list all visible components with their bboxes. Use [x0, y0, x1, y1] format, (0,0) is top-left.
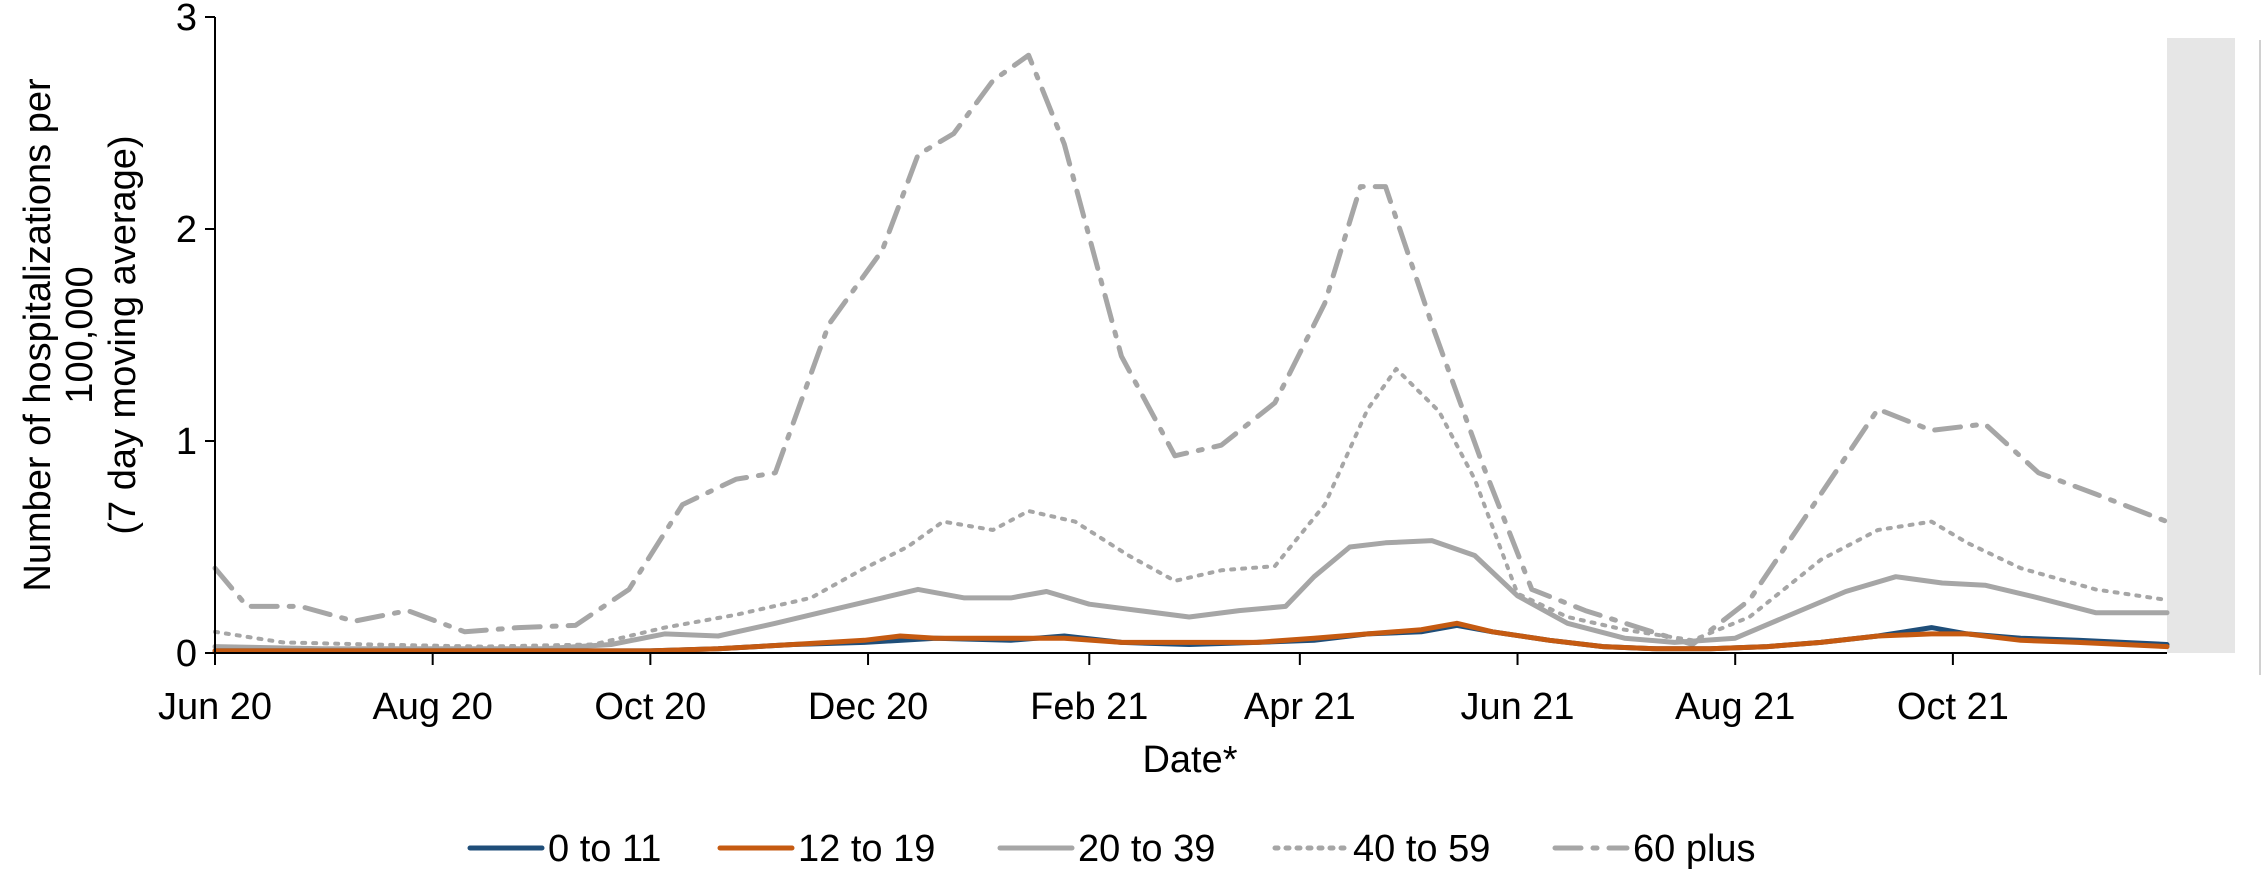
- legend-label-20-to-39: 20 to 39: [1078, 828, 1215, 870]
- y-axis-title-line-2: 100,000: [59, 266, 101, 403]
- x-tick-label: Feb 21: [1030, 686, 1148, 728]
- x-tick-label: Aug 21: [1675, 686, 1795, 728]
- shaded-recent-period: [2167, 38, 2235, 653]
- x-ticks: Jun 20 Aug 20 Oct 20 Dec 20 Feb 21 Apr 21 Jun …: [158, 653, 2009, 728]
- y-axis-title-line-1: Number of hospitalizations per: [17, 78, 59, 592]
- axes: [214, 17, 2167, 654]
- y-axis-title-line-3: (7 day moving average): [102, 135, 144, 534]
- y-ticks: 0 1 2 3: [176, 0, 215, 675]
- x-tick-label: Aug 20: [372, 686, 492, 728]
- x-tick-label: Apr 21: [1244, 686, 1356, 728]
- y-tick-label: 3: [176, 0, 197, 39]
- y-tick-label: 2: [176, 209, 197, 251]
- x-tick-label: Oct 20: [594, 686, 706, 728]
- x-tick-label: Jun 21: [1460, 686, 1574, 728]
- legend-label-40-to-59: 40 to 59: [1353, 828, 1490, 870]
- y-axis-title: Number of hospitalizations per 100,000 (…: [17, 78, 144, 592]
- x-tick-label: Jun 20: [158, 686, 272, 728]
- x-tick-label: Dec 20: [808, 686, 928, 728]
- legend: 0 to 11 12 to 19 20 to 39 40 to 59 60 plus: [467, 828, 1756, 870]
- series-line-40-to-59: [213, 366, 2169, 649]
- y-tick-label: 0: [176, 633, 197, 675]
- series-layer: [212, 52, 2170, 654]
- x-axis-title: Date*: [1142, 739, 1237, 781]
- legend-label-12-to-19: 12 to 19: [798, 828, 935, 870]
- legend-label-60-plus: 60 plus: [1633, 828, 1756, 870]
- series-line-20-to-39: [212, 538, 2170, 652]
- series-line-12-to-19: [212, 620, 2170, 654]
- x-tick-label: Oct 21: [1897, 686, 2009, 728]
- series-line-60-plus: [212, 52, 2170, 647]
- y-tick-label: 1: [176, 421, 197, 463]
- legend-label-0-to-11: 0 to 11: [548, 828, 661, 870]
